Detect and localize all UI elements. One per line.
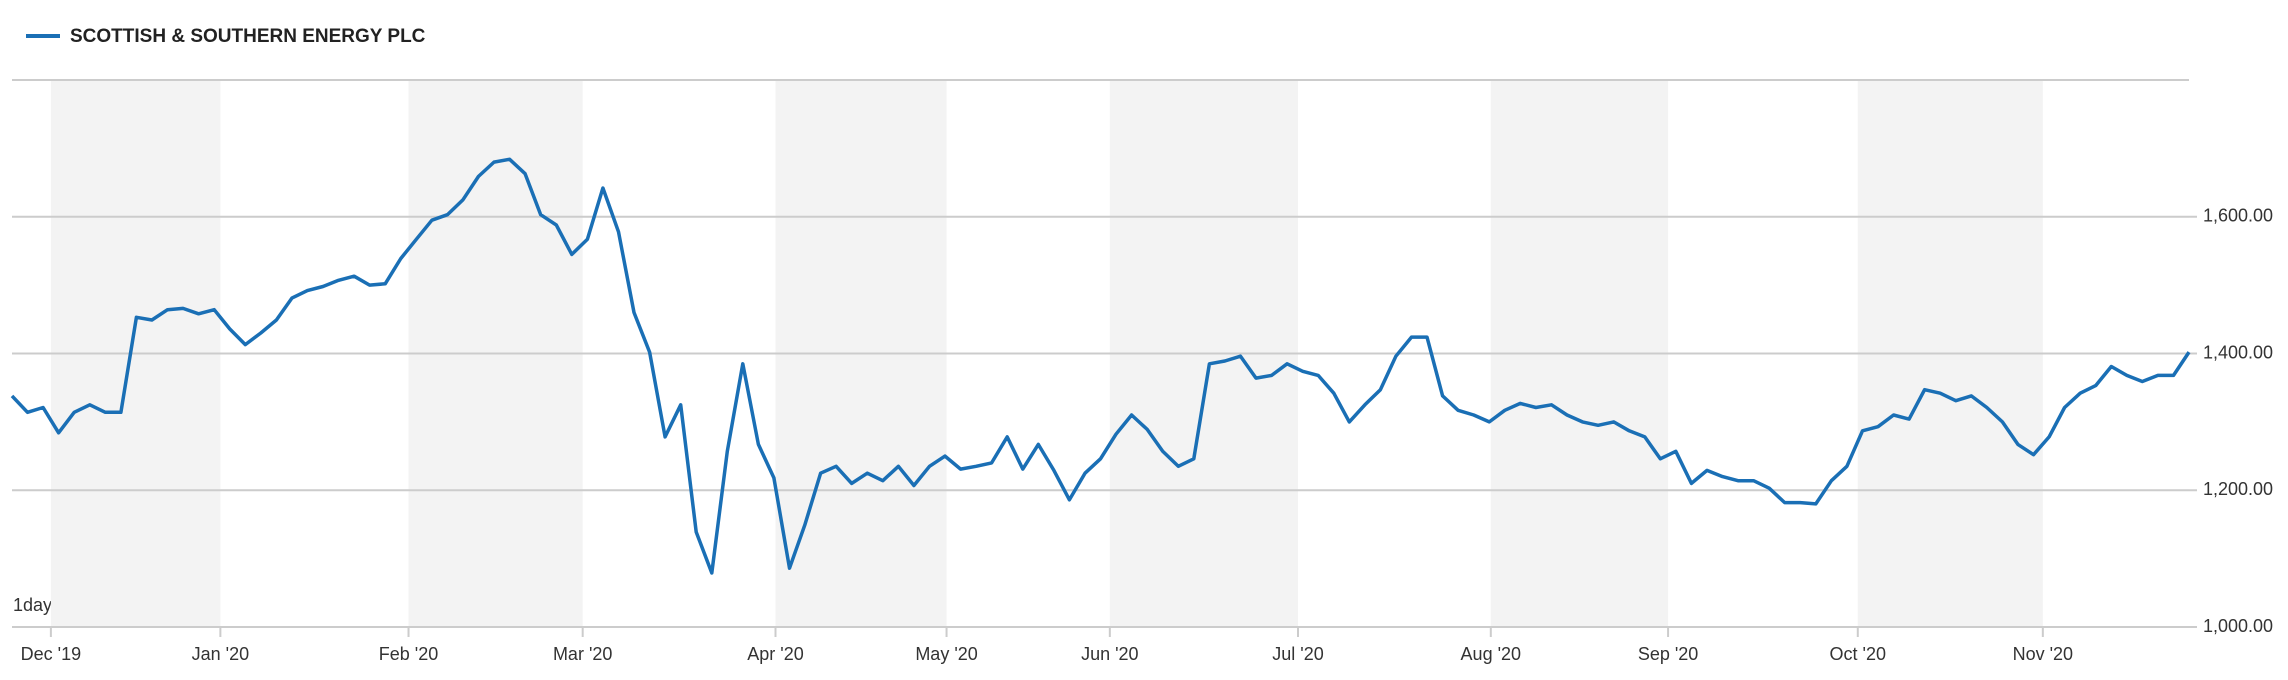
y-tick-label: 1,400.00 (2203, 342, 2273, 362)
x-tick-label: Jul '20 (1272, 644, 1323, 664)
x-tick-label: Jun '20 (1081, 644, 1138, 664)
y-tick-label: 1,600.00 (2203, 206, 2273, 226)
legend-label: SCOTTISH & SOUTHERN ENERGY PLC (70, 26, 426, 47)
interval-label: 1day (13, 595, 52, 615)
x-tick-label: Dec '19 (21, 644, 81, 664)
price-line (10, 157, 2191, 575)
x-tick-label: Sep '20 (1638, 644, 1699, 664)
y-tick-label: 1,200.00 (2203, 479, 2273, 499)
x-tick-label: Apr '20 (747, 644, 803, 664)
x-tick-label: Aug '20 (1461, 644, 1522, 664)
x-tick-label: Jan '20 (192, 644, 249, 664)
x-tick-label: Mar '20 (553, 644, 612, 664)
x-tick-label: Feb '20 (379, 644, 438, 664)
x-tick-label: Nov '20 (2013, 644, 2073, 664)
y-tick-label: 1,000.00 (2203, 616, 2273, 636)
x-tick-label: May '20 (915, 644, 977, 664)
x-tick-label: Oct '20 (1830, 644, 1886, 664)
